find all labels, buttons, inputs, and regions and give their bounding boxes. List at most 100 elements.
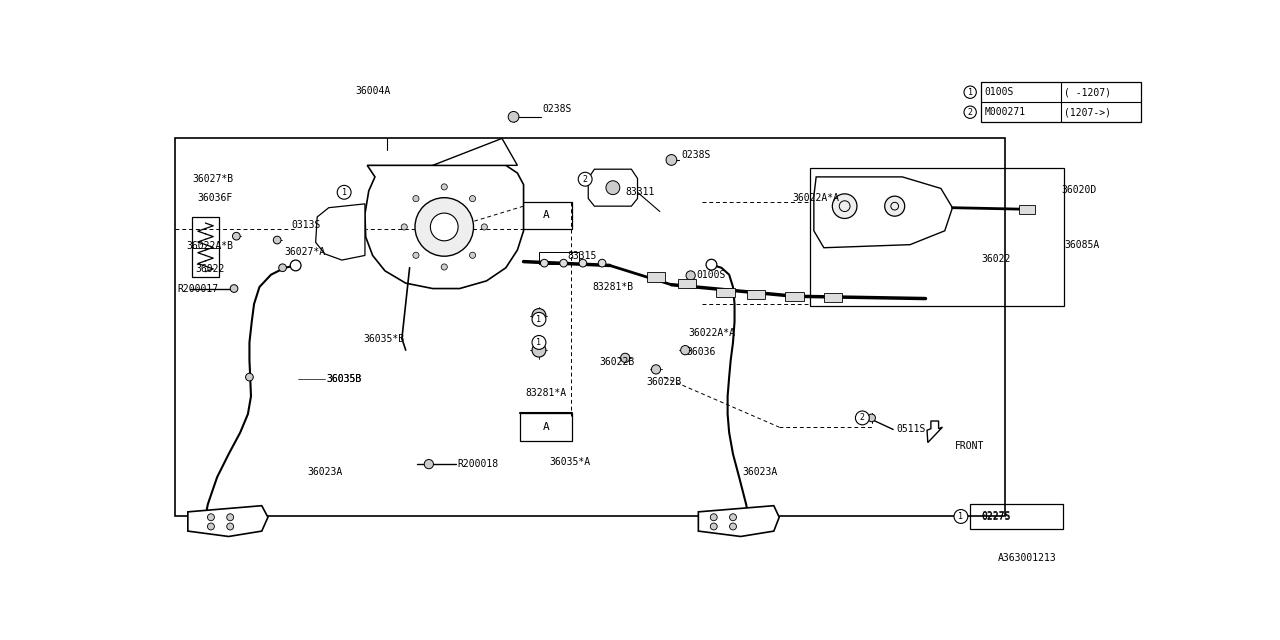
Circle shape [430,213,458,241]
Circle shape [470,196,476,202]
Text: 36027*B: 36027*B [192,174,233,184]
Circle shape [442,184,447,190]
Circle shape [707,259,717,270]
Text: 0100S: 0100S [696,271,726,280]
Text: 36022: 36022 [980,254,1010,264]
Circle shape [207,514,215,521]
Circle shape [532,308,545,323]
Polygon shape [699,506,780,536]
Circle shape [274,236,282,244]
Bar [539,252,579,264]
Text: 0227S: 0227S [980,512,1010,522]
Text: 36022: 36022 [196,264,225,275]
Circle shape [470,252,476,259]
Circle shape [532,335,545,349]
Circle shape [415,198,474,256]
Circle shape [559,259,567,267]
Text: 36035*B: 36035*B [364,333,404,344]
Text: 36022B: 36022B [600,356,635,367]
Circle shape [424,460,434,468]
Bar [520,202,572,229]
Text: R200017: R200017 [177,284,218,294]
Circle shape [605,180,620,195]
Bar [175,138,1005,516]
Polygon shape [188,506,268,536]
Circle shape [227,514,234,521]
Bar [746,290,765,300]
Text: ( -1207): ( -1207) [1064,87,1111,97]
Bar [716,288,735,297]
Circle shape [868,414,876,422]
Text: 0238S: 0238S [541,104,571,114]
Circle shape [413,196,419,202]
Text: 36022A*B: 36022A*B [187,241,233,251]
Circle shape [964,86,977,99]
Text: 1: 1 [968,88,973,97]
Circle shape [855,411,869,425]
Bar [192,217,219,277]
Text: 1: 1 [959,512,964,521]
Circle shape [291,260,301,271]
Text: 36023A: 36023A [307,467,343,477]
Text: 36036F: 36036F [197,193,233,203]
Text: 36085A: 36085A [1064,239,1100,250]
Text: 36022B: 36022B [646,378,681,387]
Text: 36027*A: 36027*A [284,247,325,257]
Circle shape [681,346,690,355]
Circle shape [884,196,905,216]
Text: FRONT: FRONT [955,442,984,451]
Text: 2: 2 [860,413,865,422]
Bar [520,413,572,441]
Circle shape [227,523,234,530]
Circle shape [579,172,593,186]
Text: 36022A*A: 36022A*A [792,193,840,203]
Circle shape [598,259,605,267]
Circle shape [233,232,241,240]
Circle shape [246,373,253,381]
Text: 83281*B: 83281*B [593,282,634,292]
Circle shape [666,155,677,165]
Text: 0511S: 0511S [896,424,925,435]
Text: 0313S: 0313S [292,220,321,230]
Text: 36020D: 36020D [1062,185,1097,195]
Text: 36035B: 36035B [326,374,362,385]
Circle shape [730,523,736,530]
Bar [1019,205,1034,214]
Circle shape [532,343,545,357]
Polygon shape [589,169,637,206]
Circle shape [337,186,351,199]
Text: 2: 2 [968,108,973,116]
Text: 83281*A: 83281*A [525,387,566,397]
Text: 36036: 36036 [687,347,717,356]
Text: 83311: 83311 [625,188,654,197]
Bar [677,278,696,288]
Text: 1: 1 [536,315,541,324]
Text: 2: 2 [582,175,588,184]
Circle shape [686,271,695,280]
Circle shape [579,259,586,267]
Circle shape [207,523,215,530]
Circle shape [652,365,660,374]
Bar [810,168,1064,307]
Text: (1207->): (1207->) [1064,108,1111,117]
Text: 0227S: 0227S [980,511,1010,522]
Circle shape [413,252,419,259]
Text: 36022A*A: 36022A*A [689,328,735,338]
Circle shape [710,523,717,530]
Circle shape [964,106,977,118]
Text: 0100S: 0100S [984,87,1014,97]
Polygon shape [433,138,517,165]
Text: 36035B: 36035B [326,374,362,385]
Circle shape [730,514,736,521]
Polygon shape [316,204,365,260]
Bar [646,273,666,282]
Circle shape [621,353,630,362]
Polygon shape [365,165,524,289]
Circle shape [401,224,407,230]
Text: 83315: 83315 [567,252,596,261]
Circle shape [540,259,548,267]
Circle shape [442,264,447,270]
Circle shape [832,194,858,218]
Text: 36023A: 36023A [742,467,777,477]
Circle shape [710,514,717,521]
